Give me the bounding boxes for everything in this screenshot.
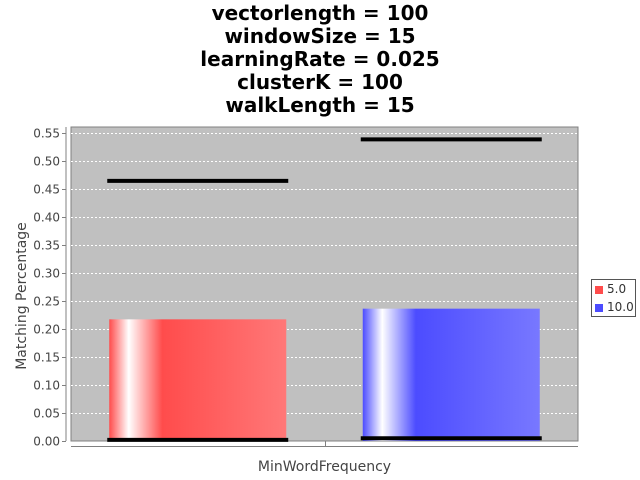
y-tick-label: 0.50 [33, 155, 60, 169]
legend-swatch [595, 304, 603, 312]
title-line: walkLength = 15 [225, 93, 415, 117]
y-tick-label: 0.05 [33, 407, 60, 421]
bar-5.0 [109, 319, 287, 441]
y-tick-label: 0.40 [33, 211, 60, 225]
legend: 5.0 10.0 [591, 279, 636, 317]
y-tick-label: 0.45 [33, 183, 60, 197]
y-tick-label: 0.20 [33, 323, 60, 337]
legend-item-10: 10.0 [595, 299, 634, 315]
title-line: windowSize = 15 [224, 24, 416, 48]
legend-label: 10.0 [607, 300, 634, 314]
y-tick-label: 0.00 [33, 435, 60, 449]
x-axis [71, 441, 578, 447]
x-axis-label: MinWordFrequency [258, 459, 391, 475]
bar-10.0 [362, 308, 540, 441]
title-line: learningRate = 0.025 [200, 47, 440, 71]
y-tick-label: 0.15 [33, 351, 60, 365]
legend-swatch [595, 286, 603, 294]
y-axis-label: Matching Percentage [14, 222, 30, 370]
legend-item-5: 5.0 [595, 281, 626, 297]
legend-label: 5.0 [607, 282, 627, 296]
title-line: vectorlength = 100 [211, 1, 429, 25]
chart-title: vectorlength = 100 windowSize = 15 learn… [0, 2, 640, 117]
y-tick-label: 0.35 [33, 239, 60, 253]
y-tick-label: 0.10 [33, 379, 60, 393]
title-line: clusterK = 100 [237, 70, 403, 94]
y-tick-label: 0.55 [33, 127, 60, 141]
bars [107, 137, 542, 442]
y-tick-label: 0.25 [33, 295, 60, 309]
y-tick-label: 0.30 [33, 267, 60, 281]
y-axis: 0.00 0.05 0.10 0.15 0.20 0.25 0.30 0.35 0.40 0.45… [33, 127, 67, 449]
